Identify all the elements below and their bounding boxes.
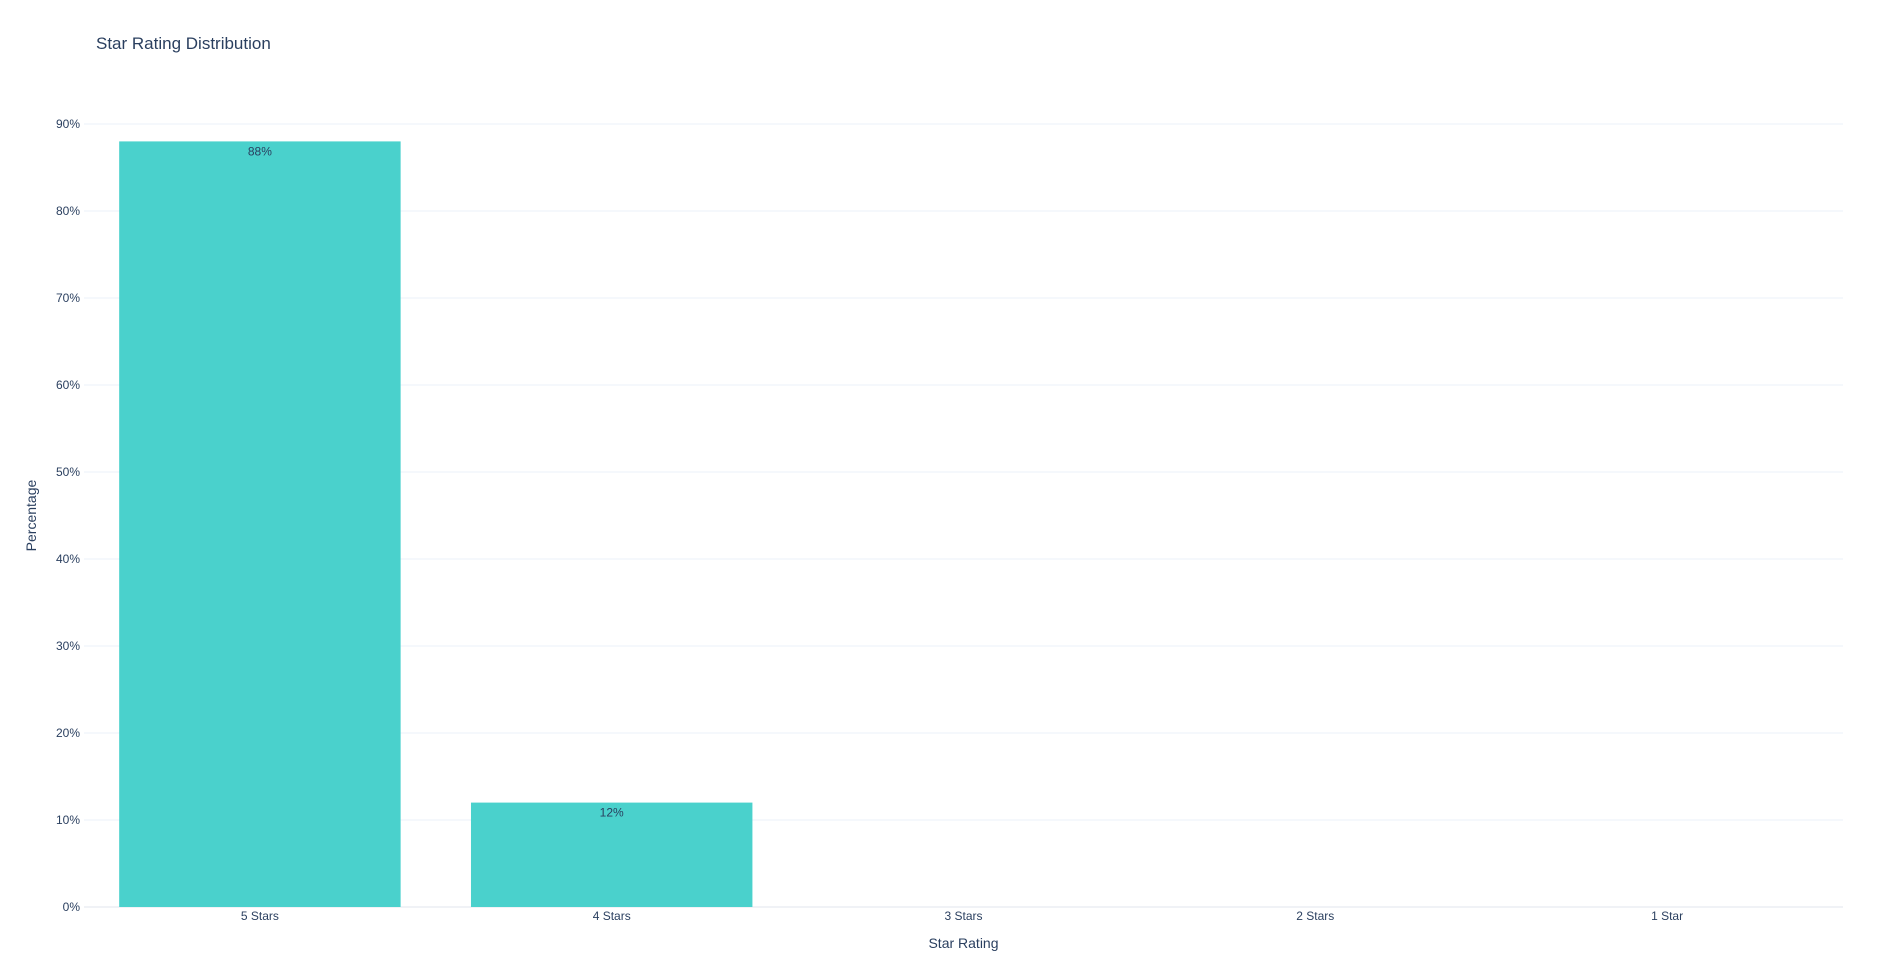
y-axis-ticks: 0% 10% 20% 30% 40% 50% 60% 70% 80% 90%: [56, 117, 80, 914]
y-tick-label: 30%: [56, 639, 80, 653]
y-tick-label: 0%: [63, 900, 81, 914]
y-axis-title: Percentage: [23, 479, 39, 551]
y-tick-label: 80%: [56, 204, 80, 218]
y-tick-label: 90%: [56, 117, 80, 131]
bar-5-stars[interactable]: [119, 141, 401, 907]
x-tick-label: 3 Stars: [944, 909, 982, 923]
x-tick-label: 5 Stars: [241, 909, 279, 923]
y-tick-label: 20%: [56, 726, 80, 740]
x-tick-label: 1 Star: [1651, 909, 1683, 923]
y-tick-label: 50%: [56, 465, 80, 479]
y-tick-label: 10%: [56, 813, 80, 827]
y-tick-label: 60%: [56, 378, 80, 392]
chart-title: Star Rating Distribution: [96, 34, 271, 53]
data-labels: 88% 12%: [248, 144, 624, 819]
x-tick-label: 2 Stars: [1296, 909, 1334, 923]
x-axis-ticks: 5 Stars 4 Stars 3 Stars 2 Stars 1 Star: [241, 909, 1683, 923]
bar-data-label: 88%: [248, 144, 272, 158]
x-tick-label: 4 Stars: [593, 909, 631, 923]
bars: [119, 141, 753, 907]
y-tick-label: 70%: [56, 291, 80, 305]
bar-4-stars[interactable]: [470, 802, 753, 907]
x-axis-title: Star Rating: [928, 935, 998, 951]
bar-data-label: 12%: [600, 806, 624, 820]
y-tick-label: 40%: [56, 552, 80, 566]
